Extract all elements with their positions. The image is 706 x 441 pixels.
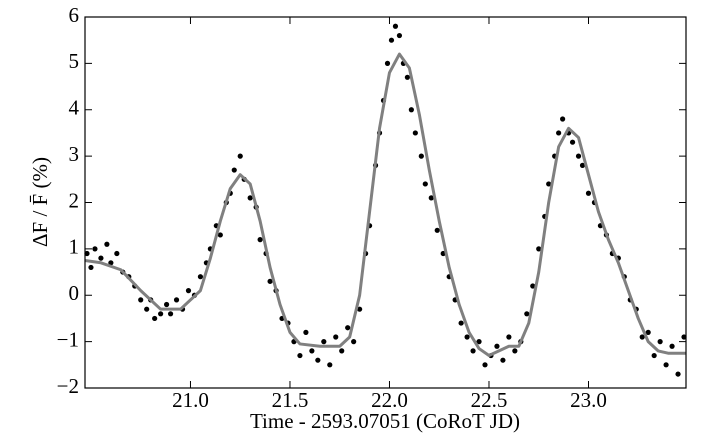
data-point (152, 315, 158, 322)
data-point (303, 329, 309, 335)
data-point (351, 339, 357, 345)
data-point (404, 74, 410, 80)
data-point (84, 250, 90, 257)
data-point (536, 246, 542, 252)
data-point (681, 334, 687, 340)
data-point (98, 255, 104, 261)
data-point (560, 116, 566, 122)
data-point (476, 339, 482, 345)
data-point (645, 329, 651, 335)
data-point (494, 343, 500, 349)
data-point (167, 311, 174, 317)
data-point (108, 260, 114, 266)
x-tick-label: 22.5 (471, 388, 508, 412)
y-tick-label: −2 (57, 374, 79, 398)
data-point (315, 357, 321, 363)
x-tick-label: 21.5 (272, 388, 309, 412)
data-point (500, 357, 506, 363)
data-point (257, 237, 263, 243)
x-tick-label: 22.0 (371, 388, 408, 412)
data-point (585, 190, 592, 196)
data-point (144, 306, 150, 312)
data-point (524, 311, 530, 317)
y-tick-label: 2 (69, 188, 80, 212)
data-point (396, 32, 403, 39)
data-point (163, 301, 170, 308)
data-point (388, 37, 395, 43)
data-point (297, 352, 303, 359)
data-point (434, 227, 440, 233)
data-point (663, 362, 669, 368)
data-point (669, 343, 675, 349)
data-point (247, 195, 253, 201)
data-point (575, 153, 582, 159)
plot-frame (84, 16, 687, 389)
data-point (422, 181, 428, 187)
data-point (88, 264, 94, 271)
x-tick-label: 21.0 (172, 388, 209, 412)
y-tick-label: 6 (69, 3, 80, 27)
data-point (267, 278, 273, 284)
data-point (418, 153, 424, 159)
y-axis-label: ΔF / F̄ (%) (28, 157, 52, 247)
y-tick-label: 4 (69, 96, 80, 120)
x-tick-label: 23.0 (570, 388, 607, 412)
y-tick-label: 3 (69, 142, 80, 166)
y-tick-label: 5 (69, 49, 80, 73)
data-point (197, 274, 204, 280)
data-point (217, 232, 223, 238)
data-point (185, 288, 192, 294)
y-tick-label: 0 (69, 281, 80, 305)
data-point (384, 60, 391, 66)
data-point (579, 162, 586, 168)
data-point (546, 181, 552, 187)
data-point (345, 325, 351, 331)
data-point (464, 334, 470, 340)
data-point (114, 250, 120, 257)
data-point (92, 246, 98, 252)
data-point (158, 311, 164, 317)
data-point (333, 334, 339, 340)
data-point (470, 348, 476, 354)
data-point (138, 297, 144, 303)
data-point (309, 348, 315, 354)
data-point (104, 241, 110, 247)
data-point (657, 339, 663, 345)
data-point (458, 320, 464, 326)
data-point (651, 352, 657, 359)
fit-line (84, 52, 686, 358)
data-point (321, 339, 327, 345)
data-point (428, 195, 434, 201)
data-point (556, 130, 562, 136)
data-point (327, 362, 333, 368)
y-tick-label: −1 (57, 327, 79, 351)
data-point (237, 153, 243, 159)
data-point (412, 130, 418, 136)
x-axis-label: Time - 2593.07051 (CoRoT JD) (250, 409, 520, 433)
data-point (506, 334, 512, 340)
data-point (357, 306, 363, 312)
data-point (231, 167, 237, 173)
data-point (392, 23, 399, 29)
data-point (639, 334, 645, 340)
data-point (339, 348, 345, 354)
data-point (530, 283, 536, 289)
y-tick-label: 1 (69, 235, 80, 259)
data-point (408, 107, 414, 113)
data-point (675, 371, 681, 377)
data-point (173, 297, 180, 303)
data-point (512, 348, 518, 354)
data-point (569, 139, 576, 145)
data-point (482, 362, 488, 368)
